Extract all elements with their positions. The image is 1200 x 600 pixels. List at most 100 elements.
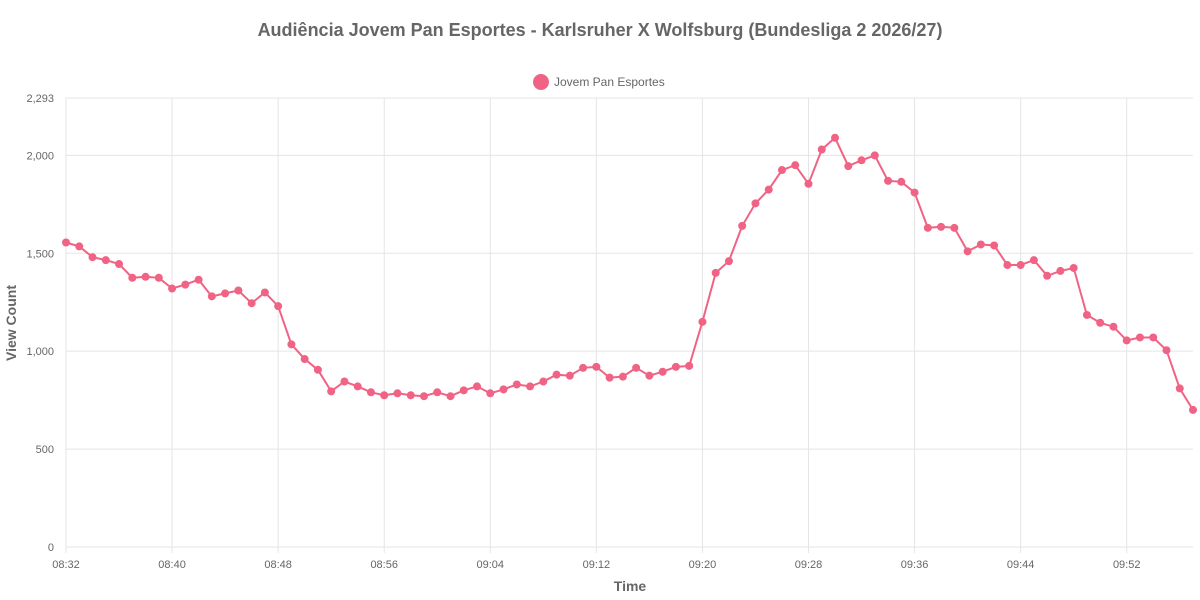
y-tick-label: 2,293 xyxy=(26,93,54,105)
data-point[interactable] xyxy=(990,241,999,250)
data-point[interactable] xyxy=(340,377,349,386)
data-point[interactable] xyxy=(1109,322,1118,331)
data-point[interactable] xyxy=(910,188,919,197)
data-point[interactable] xyxy=(711,268,720,277)
data-point[interactable] xyxy=(605,373,614,382)
x-tick-label: 09:12 xyxy=(583,559,611,571)
data-point[interactable] xyxy=(247,299,256,308)
data-point[interactable] xyxy=(671,362,680,371)
data-point[interactable] xyxy=(512,380,521,389)
data-point[interactable] xyxy=(154,273,163,282)
data-point[interactable] xyxy=(234,286,243,295)
data-point[interactable] xyxy=(1135,333,1144,342)
data-point[interactable] xyxy=(897,177,906,186)
data-point[interactable] xyxy=(937,222,946,231)
data-point[interactable] xyxy=(181,280,190,289)
data-point[interactable] xyxy=(764,185,773,194)
x-tick-label: 09:52 xyxy=(1113,559,1141,571)
data-point[interactable] xyxy=(632,363,641,372)
data-point[interactable] xyxy=(1056,266,1065,275)
data-point[interactable] xyxy=(194,275,203,284)
data-point[interactable] xyxy=(963,247,972,256)
data-point[interactable] xyxy=(1016,261,1025,270)
data-point[interactable] xyxy=(406,391,415,400)
legend[interactable]: Jovem Pan Esportes xyxy=(533,74,665,90)
data-point[interactable] xyxy=(88,253,97,262)
data-point[interactable] xyxy=(526,382,535,391)
data-point[interactable] xyxy=(1175,384,1184,393)
y-tick-label: 0 xyxy=(48,542,54,554)
data-point[interactable] xyxy=(698,317,707,326)
data-point[interactable] xyxy=(950,223,959,232)
chart-title: Audiência Jovem Pan Esportes - Karlsruhe… xyxy=(258,20,943,40)
data-point[interactable] xyxy=(1162,346,1171,355)
data-point[interactable] xyxy=(327,387,336,396)
data-point[interactable] xyxy=(884,176,893,185)
data-point[interactable] xyxy=(380,391,389,400)
data-point[interactable] xyxy=(101,256,110,265)
data-point[interactable] xyxy=(446,392,455,401)
data-point[interactable] xyxy=(1003,261,1012,270)
data-point[interactable] xyxy=(817,145,826,154)
y-gridlines xyxy=(66,97,1193,548)
data-point[interactable] xyxy=(207,292,216,301)
data-point[interactable] xyxy=(433,388,442,397)
data-point[interactable] xyxy=(1096,318,1105,327)
data-point[interactable] xyxy=(115,260,124,269)
data-point[interactable] xyxy=(1189,405,1197,414)
data-point[interactable] xyxy=(300,355,309,364)
data-point[interactable] xyxy=(1029,256,1038,265)
data-point[interactable] xyxy=(393,389,402,398)
data-point[interactable] xyxy=(141,272,150,281)
data-point[interactable] xyxy=(738,221,747,230)
data-point[interactable] xyxy=(1043,271,1052,280)
data-point[interactable] xyxy=(831,133,840,142)
data-point[interactable] xyxy=(618,372,627,381)
data-point[interactable] xyxy=(923,223,932,232)
data-point[interactable] xyxy=(658,367,667,376)
data-point[interactable] xyxy=(844,162,853,171)
data-point[interactable] xyxy=(579,363,588,372)
data-point[interactable] xyxy=(168,284,177,293)
x-tick-label: 08:56 xyxy=(370,559,398,571)
data-point[interactable] xyxy=(777,166,786,175)
x-tick-label: 09:36 xyxy=(901,559,929,571)
data-point[interactable] xyxy=(62,238,70,247)
data-point[interactable] xyxy=(724,257,733,266)
data-point[interactable] xyxy=(313,365,322,374)
data-point[interactable] xyxy=(75,242,84,251)
data-point[interactable] xyxy=(592,362,601,371)
data-point[interactable] xyxy=(539,377,548,386)
data-point[interactable] xyxy=(565,371,574,380)
data-point[interactable] xyxy=(804,179,813,188)
data-point[interactable] xyxy=(260,288,269,297)
data-point[interactable] xyxy=(857,156,866,165)
data-point[interactable] xyxy=(1122,336,1131,345)
data-point[interactable] xyxy=(685,361,694,370)
data-point[interactable] xyxy=(486,389,495,398)
data-point[interactable] xyxy=(1082,310,1091,319)
x-tick-label: 09:44 xyxy=(1007,559,1035,571)
data-point[interactable] xyxy=(1069,263,1078,272)
data-point[interactable] xyxy=(1149,333,1158,342)
x-tick-label: 08:40 xyxy=(158,559,186,571)
data-point[interactable] xyxy=(128,273,137,282)
data-point[interactable] xyxy=(499,385,508,394)
data-point[interactable] xyxy=(870,151,879,160)
data-point[interactable] xyxy=(366,388,375,397)
data-point[interactable] xyxy=(459,386,468,395)
data-point[interactable] xyxy=(274,302,283,311)
data-point[interactable] xyxy=(473,382,482,391)
data-point[interactable] xyxy=(791,161,800,170)
series-points xyxy=(62,133,1197,414)
data-point[interactable] xyxy=(552,370,561,379)
data-point[interactable] xyxy=(976,240,985,249)
data-point[interactable] xyxy=(419,392,428,401)
x-tick-label: 09:20 xyxy=(689,559,717,571)
data-point[interactable] xyxy=(221,289,230,298)
data-point[interactable] xyxy=(645,371,654,380)
data-point[interactable] xyxy=(751,199,760,208)
data-point[interactable] xyxy=(287,340,296,349)
data-point[interactable] xyxy=(353,382,362,391)
